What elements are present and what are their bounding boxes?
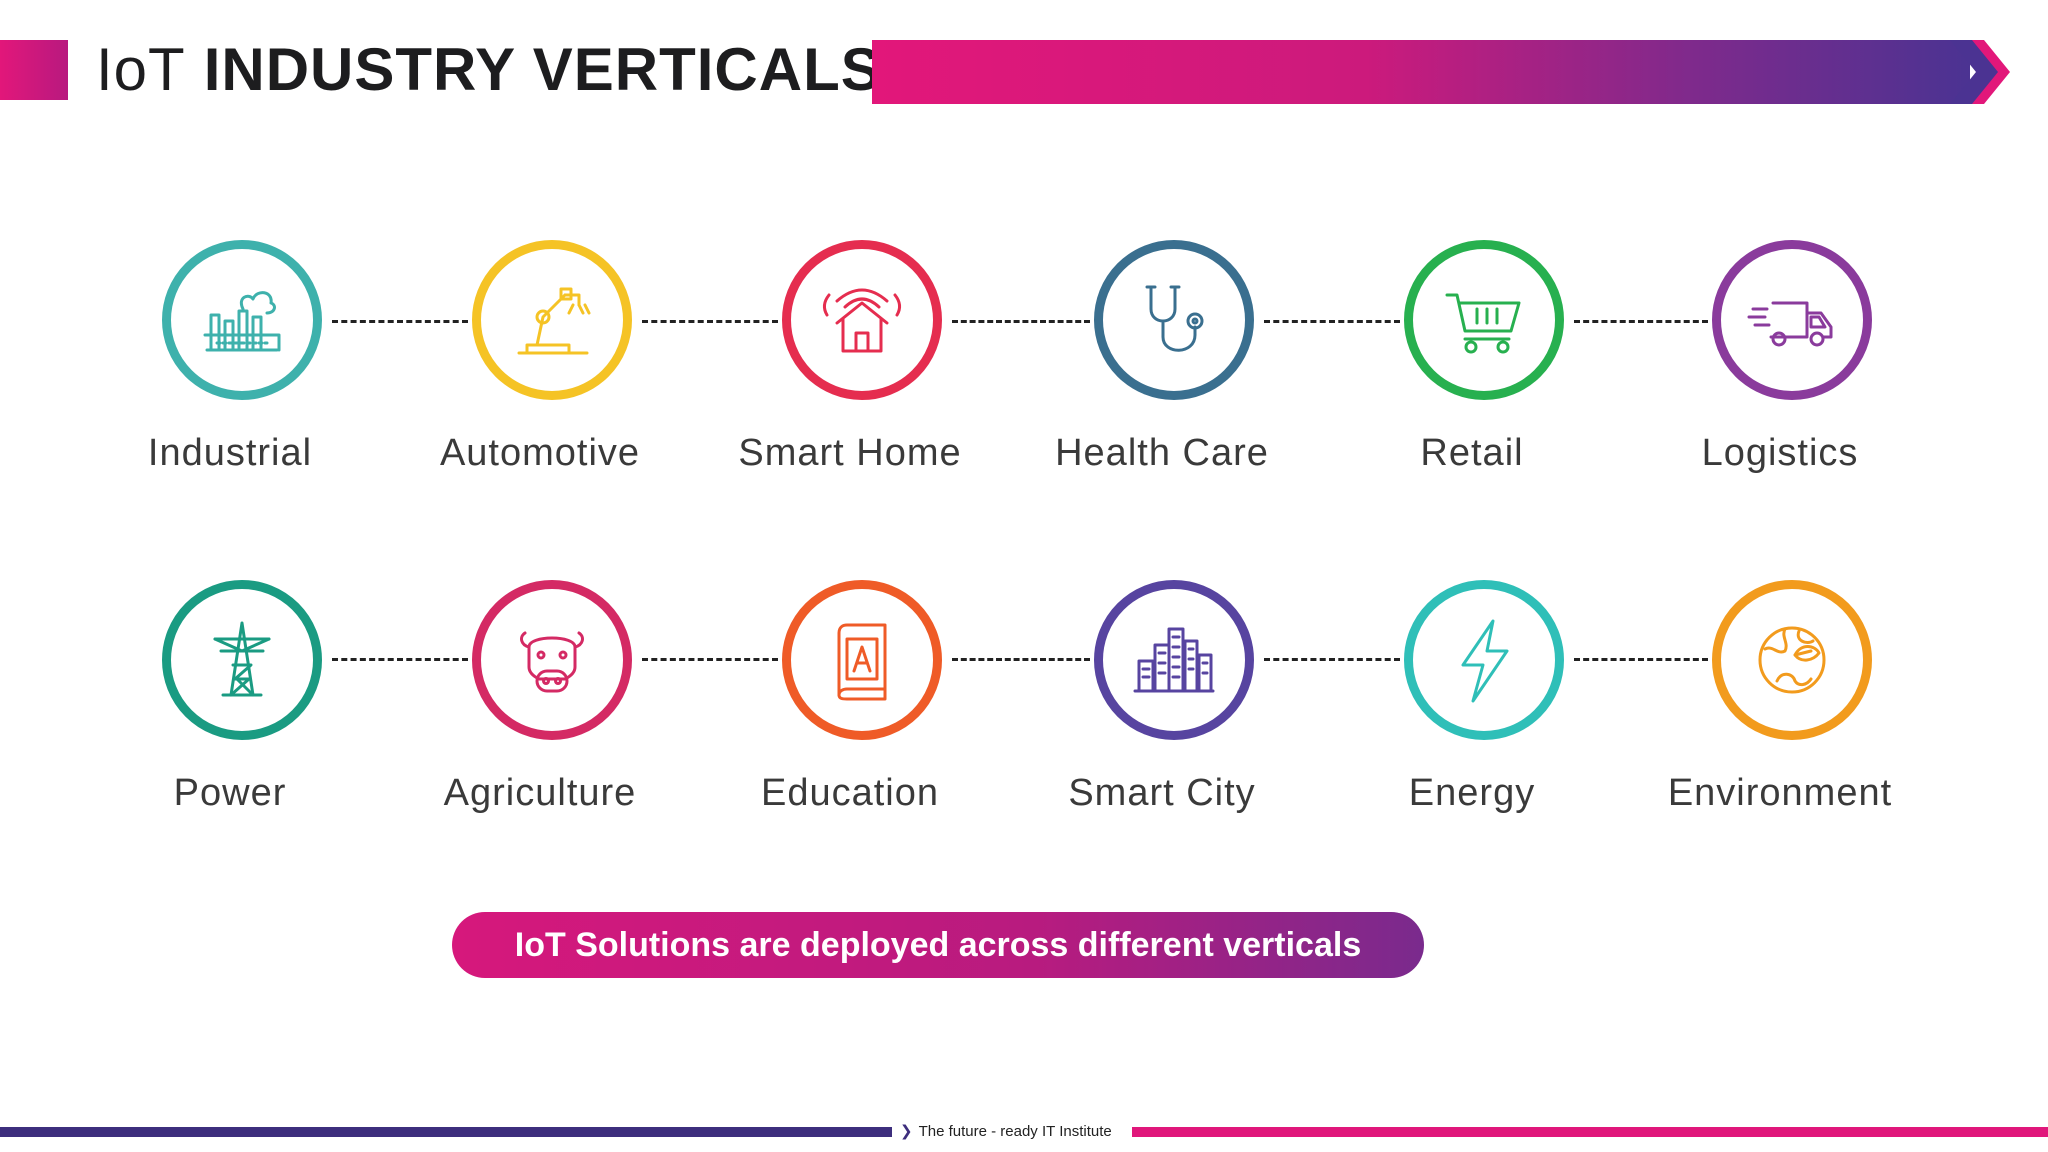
chevron-right-icon: ❯ xyxy=(900,1123,913,1140)
power-tower-icon xyxy=(213,621,271,697)
vertical-education: Education xyxy=(700,580,1000,820)
vertical-label: Environment xyxy=(1667,772,1893,814)
stethoscope-ring xyxy=(1094,240,1254,400)
vertical-logistics: Logistics xyxy=(1630,240,1930,480)
shopping-cart-ring xyxy=(1404,240,1564,400)
vertical-retail: Retail xyxy=(1322,240,1622,480)
title-prefix: IoT xyxy=(96,36,186,103)
double-chevron-icon xyxy=(1950,40,2010,104)
shopping-cart-icon xyxy=(1445,293,1521,354)
robot-arm-ring xyxy=(472,240,632,400)
vertical-label: Automotive xyxy=(439,432,641,474)
connector-line xyxy=(1574,658,1708,661)
connector-line xyxy=(642,320,778,323)
vertical-automotive: Automotive xyxy=(390,240,690,480)
stethoscope-icon xyxy=(1145,285,1204,352)
connector-line xyxy=(1264,320,1400,323)
connector-line xyxy=(1264,658,1400,661)
cow-icon xyxy=(520,631,584,693)
lightning-icon xyxy=(1461,619,1509,703)
footer-bar-right xyxy=(1132,1127,2048,1137)
delivery-truck-ring xyxy=(1712,240,1872,400)
vertical-label: Power xyxy=(173,772,287,814)
power-tower-ring xyxy=(162,580,322,740)
vertical-smart-city: Smart City xyxy=(1012,580,1312,820)
vertical-agriculture: Agriculture xyxy=(390,580,690,820)
lightning-ring xyxy=(1404,580,1564,740)
book-icon xyxy=(837,623,887,701)
footer-text: The future - ready IT Institute xyxy=(918,1123,1112,1140)
vertical-label: Retail xyxy=(1420,432,1524,474)
factory-ring xyxy=(162,240,322,400)
city-buildings-ring xyxy=(1094,580,1254,740)
smart-home-icon xyxy=(822,288,902,353)
vertical-smart-home: Smart Home xyxy=(700,240,1000,480)
globe-leaf-ring xyxy=(1712,580,1872,740)
vertical-power: Power xyxy=(80,580,380,820)
factory-icon xyxy=(203,291,281,352)
connector-line xyxy=(952,320,1090,323)
vertical-label: Health Care xyxy=(1055,432,1269,474)
page-title: IoT INDUSTRY VERTICALS xyxy=(96,34,882,106)
vertical-label: Energy xyxy=(1408,772,1536,814)
city-buildings-icon xyxy=(1133,627,1215,693)
smart-home-ring xyxy=(782,240,942,400)
connector-line xyxy=(332,658,468,661)
vertical-industrial: Industrial xyxy=(80,240,380,480)
delivery-truck-icon xyxy=(1747,301,1833,347)
vertical-label: Smart Home xyxy=(738,432,962,474)
footer-bar-left xyxy=(0,1127,892,1137)
footer: ❯ The future - ready IT Institute xyxy=(900,1120,1112,1144)
connector-line xyxy=(1574,320,1708,323)
vertical-label: Smart City xyxy=(1068,772,1256,814)
cow-ring xyxy=(472,580,632,740)
header-gradient-bar xyxy=(872,40,1970,104)
vertical-energy: Energy xyxy=(1322,580,1622,820)
vertical-label: Agriculture xyxy=(443,772,637,814)
vertical-label: Industrial xyxy=(147,432,313,474)
connector-line xyxy=(332,320,468,323)
tagline-banner: IoT Solutions are deployed across differ… xyxy=(452,912,1424,978)
title-main: INDUSTRY VERTICALS xyxy=(203,36,882,103)
connector-line xyxy=(642,658,778,661)
connector-line xyxy=(952,658,1090,661)
globe-leaf-icon xyxy=(1758,626,1826,694)
vertical-health-care: Health Care xyxy=(1012,240,1312,480)
vertical-label: Education xyxy=(760,772,939,814)
vertical-environment: Environment xyxy=(1630,580,1930,820)
vertical-label: Logistics xyxy=(1701,432,1859,474)
robot-arm-icon xyxy=(517,287,591,355)
book-ring xyxy=(782,580,942,740)
header-accent-block xyxy=(0,40,68,100)
